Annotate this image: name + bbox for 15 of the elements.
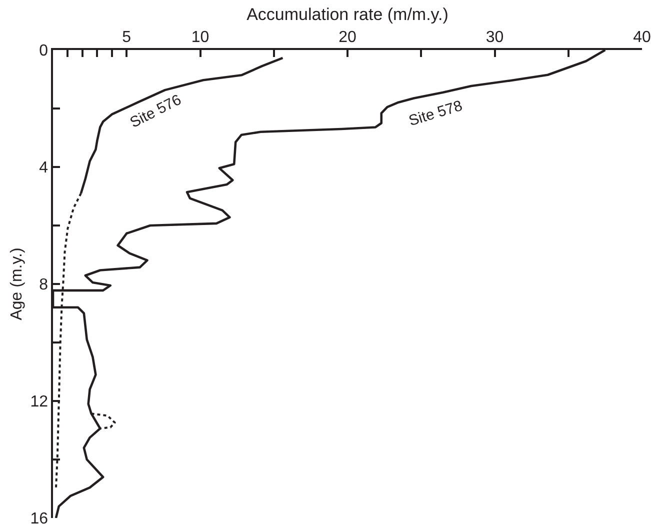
x-tick-label: 30 [486, 28, 504, 46]
x-tick-label: 20 [338, 28, 356, 46]
y-tick-label: 16 [30, 510, 48, 528]
text: Site 578 [406, 97, 464, 130]
x-tick-label: 5 [122, 28, 132, 46]
x-tick-label: 40 [633, 28, 651, 46]
y-tick-label: 8 [39, 276, 48, 294]
text: Site 576 [127, 91, 184, 132]
line-series [90, 412, 116, 430]
y-axis-title: Age (m.y.) [8, 248, 26, 320]
x-axis-title: Accumulation rate (m/m.y.) [246, 4, 448, 24]
x-tick-label: 10 [191, 28, 210, 46]
y-tick-label: 12 [30, 394, 48, 411]
y-tick-label: 4 [39, 160, 48, 177]
y-tick-label: 0 [39, 42, 48, 60]
